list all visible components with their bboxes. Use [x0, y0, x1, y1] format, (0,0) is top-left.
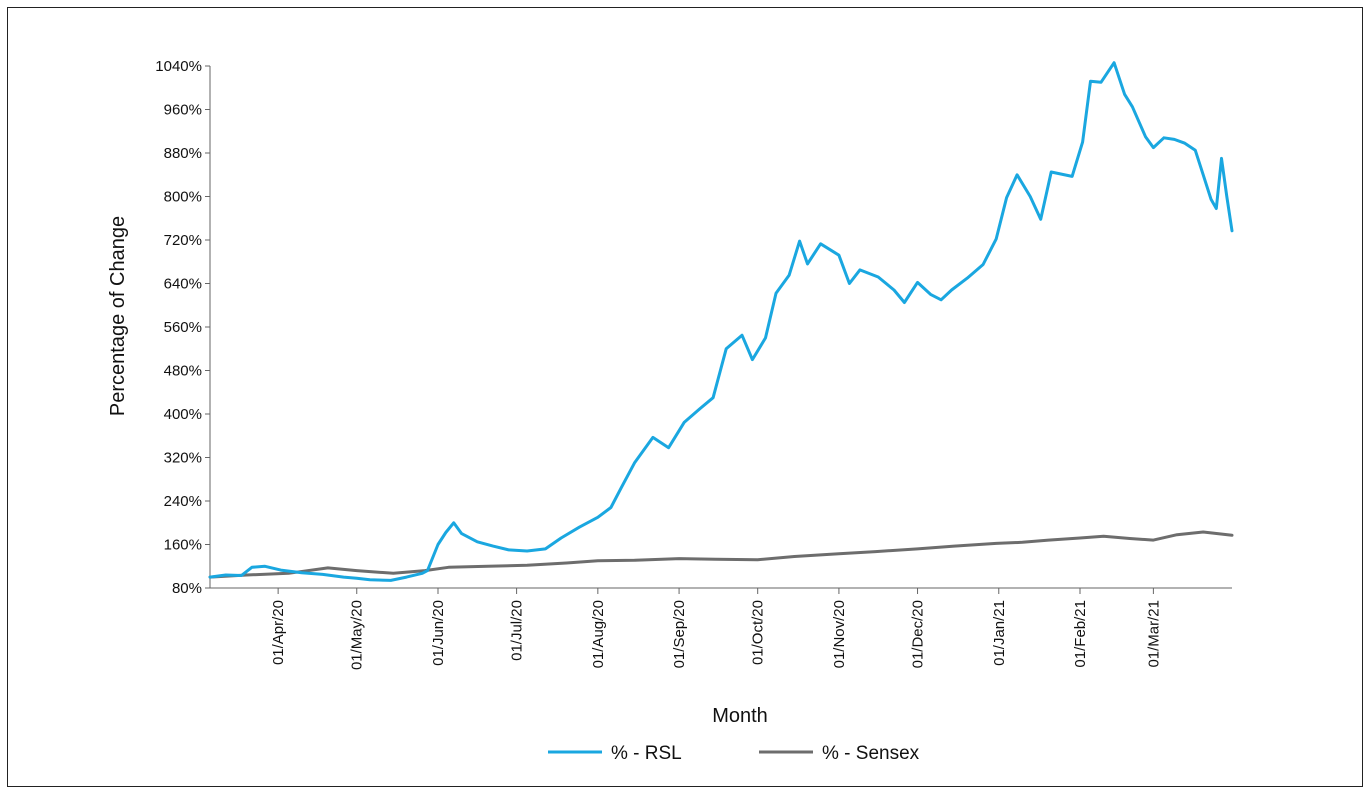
series-line-rsl	[208, 61, 1234, 582]
x-tick-label: 01/Mar/21	[1145, 600, 1162, 668]
x-tick-label: 01/Jun/20	[430, 600, 447, 666]
y-axis-title: Percentage of Change	[107, 216, 129, 416]
y-tick-label: 240%	[164, 493, 202, 510]
y-tick-label: 1040%	[155, 58, 202, 75]
y-tick-label: 320%	[164, 450, 202, 467]
x-tick-label: 01/Nov/20	[831, 600, 848, 668]
x-tick-label: 01/Aug/20	[590, 600, 607, 668]
plot-layer: 80% 160% 240% 320% 400% 480% 560% 640% 720% 800% 8…	[155, 58, 1234, 670]
y-tick-label: 160%	[164, 537, 202, 554]
series-line-sensex	[208, 530, 1234, 579]
y-tick-label: 960%	[164, 102, 202, 119]
legend-label-sensex: % - Sensex	[822, 743, 920, 764]
y-tick-label: 800%	[164, 189, 202, 206]
legend-label-rsl: % - RSL	[611, 743, 682, 764]
y-tick-label: 880%	[164, 145, 202, 162]
x-tick-label: 01/Oct/20	[750, 600, 767, 665]
x-tick-label: 01/Dec/20	[910, 600, 927, 668]
x-tick-label: 01/Jan/21	[991, 600, 1008, 666]
legend: % - RSL % - Sensex	[548, 743, 920, 764]
y-tick-label: 640%	[164, 276, 202, 293]
x-tick-label: 01/Sep/20	[671, 600, 688, 668]
y-tick-label: 400%	[164, 406, 202, 423]
x-axis-title: Month	[712, 705, 768, 727]
x-tick-label: 01/Feb/21	[1072, 600, 1089, 668]
x-tick-label: 01/Apr/20	[270, 600, 287, 665]
x-tick-label: 01/May/20	[349, 600, 366, 670]
chart-frame	[7, 7, 1363, 787]
y-tick-label: 480%	[164, 363, 202, 380]
y-tick-label: 560%	[164, 319, 202, 336]
y-tick-label: 80%	[172, 580, 202, 597]
y-tick-label: 720%	[164, 232, 202, 249]
x-tick-label: 01/Jul/20	[509, 600, 526, 661]
